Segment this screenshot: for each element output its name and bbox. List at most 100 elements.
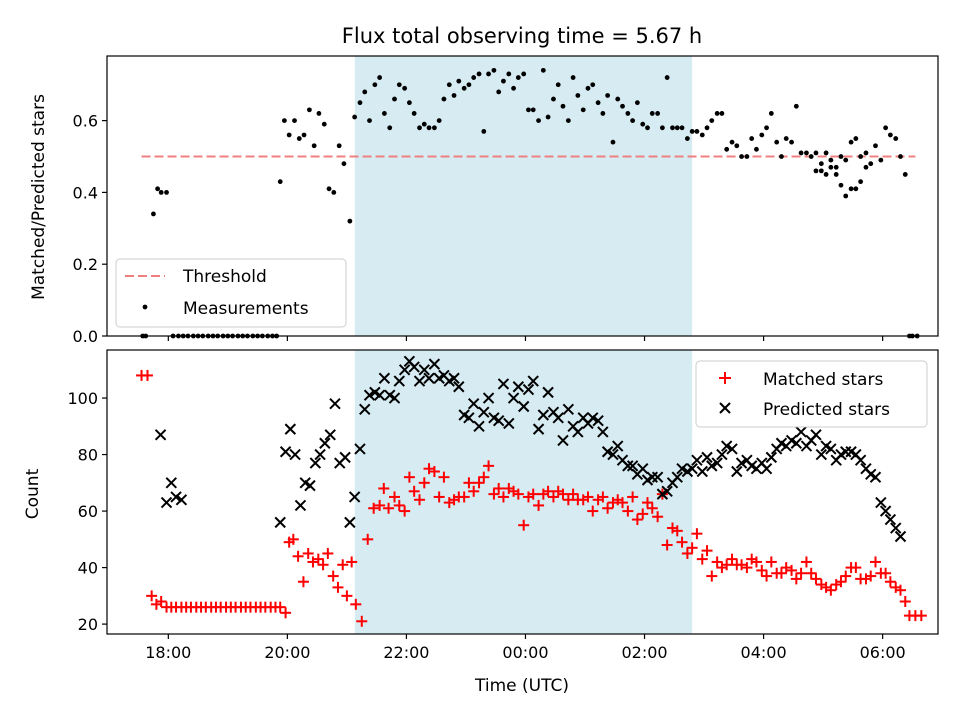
predicted-point bbox=[671, 471, 683, 483]
predicted-point bbox=[522, 383, 535, 396]
measurement-point bbox=[634, 100, 640, 106]
measurement-point bbox=[367, 118, 372, 124]
predicted-point bbox=[557, 434, 569, 447]
predicted-point bbox=[637, 462, 649, 475]
predicted-point bbox=[720, 440, 733, 452]
x-tick-label: 00:00 bbox=[502, 643, 548, 662]
measurement-point bbox=[610, 139, 616, 145]
matched-point bbox=[652, 511, 664, 523]
predicted-point bbox=[344, 516, 356, 529]
matched-point bbox=[458, 491, 470, 503]
matched-point bbox=[840, 570, 852, 582]
predicted-point bbox=[398, 364, 411, 376]
matched-point bbox=[418, 477, 430, 489]
matched-point bbox=[346, 556, 358, 568]
predicted-point bbox=[507, 392, 520, 404]
predicted-point bbox=[597, 426, 609, 438]
measurement-point bbox=[764, 125, 769, 131]
measurement-point bbox=[714, 111, 720, 116]
measurement-point bbox=[729, 139, 735, 145]
predicted-point bbox=[562, 403, 575, 416]
measurement-point bbox=[620, 103, 625, 109]
measurement-point bbox=[426, 125, 432, 131]
predicted-point bbox=[661, 485, 673, 498]
predicted-point bbox=[884, 513, 897, 526]
matched-point bbox=[701, 545, 713, 557]
measurement-point bbox=[585, 85, 591, 91]
measurement-point bbox=[347, 218, 353, 224]
x-axis-label: Time (UTC) bbox=[474, 676, 569, 696]
matched-point bbox=[468, 485, 480, 497]
measurement-point bbox=[565, 118, 571, 124]
matched-point bbox=[146, 590, 158, 602]
predicted-point bbox=[840, 446, 852, 458]
measurement-point bbox=[311, 143, 317, 149]
measurement-point bbox=[151, 211, 156, 217]
measurement-point bbox=[486, 71, 491, 77]
matched-point bbox=[547, 491, 559, 503]
predicted-point bbox=[314, 448, 326, 461]
predicted-point bbox=[289, 448, 301, 461]
measurement-point bbox=[158, 190, 164, 195]
predicted-point bbox=[354, 443, 366, 455]
measurement-point bbox=[526, 107, 531, 113]
predicted-point bbox=[170, 491, 182, 503]
measurement-point bbox=[286, 132, 292, 138]
measurement-point bbox=[813, 150, 819, 156]
x-tick-label: 18:00 bbox=[145, 643, 191, 662]
measurement-point bbox=[853, 136, 859, 141]
top-panel: 0.0 0.2 0.4 0.6 Matched/Predicted stars Thr… bbox=[29, 55, 939, 346]
measurement-point bbox=[878, 157, 884, 163]
predicted-point bbox=[879, 505, 892, 517]
matched-point bbox=[497, 491, 509, 503]
matched-point bbox=[337, 559, 349, 571]
matched-point bbox=[403, 471, 415, 483]
measurement-point bbox=[396, 82, 402, 88]
top-axes-frame bbox=[106, 55, 939, 337]
matched-point bbox=[899, 596, 911, 608]
matched-point bbox=[389, 491, 401, 503]
predicted-point bbox=[309, 457, 322, 469]
predicted-point bbox=[512, 381, 525, 393]
matched-point bbox=[741, 562, 753, 574]
predicted-point bbox=[622, 460, 634, 472]
measurement-point bbox=[704, 125, 710, 131]
predicted-point bbox=[726, 443, 738, 455]
predicted-point bbox=[478, 406, 490, 418]
matched-point bbox=[691, 528, 703, 540]
predicted-point bbox=[359, 403, 371, 416]
bottom-y-tick-label: 100 bbox=[67, 389, 98, 408]
measurement-point bbox=[595, 100, 601, 106]
measurement-point bbox=[863, 150, 869, 156]
measurement-point bbox=[521, 71, 527, 77]
measurement-point bbox=[575, 93, 581, 98]
measurement-point bbox=[471, 75, 477, 80]
predicted-point bbox=[731, 465, 743, 478]
matched-point bbox=[341, 590, 353, 602]
measurement-point bbox=[381, 111, 387, 116]
legend-predicted-label: Predicted stars bbox=[763, 400, 890, 420]
measurement-point bbox=[853, 186, 859, 192]
measurement-point bbox=[630, 118, 636, 124]
legend-predicted-swatch bbox=[719, 402, 731, 414]
measurement-point bbox=[545, 114, 551, 120]
measurement-point bbox=[491, 67, 497, 73]
measurement-point bbox=[818, 168, 824, 174]
matched-point bbox=[374, 499, 386, 511]
measurement-point bbox=[779, 154, 784, 159]
measurement-point bbox=[506, 71, 512, 77]
predicted-point bbox=[413, 375, 426, 387]
predicted-point bbox=[735, 457, 748, 469]
measurement-point bbox=[749, 136, 755, 141]
matched-point bbox=[356, 615, 368, 627]
measurement-point bbox=[570, 75, 576, 80]
predicted-point bbox=[373, 389, 386, 401]
matched-point bbox=[750, 556, 762, 568]
measurement-point bbox=[902, 172, 908, 177]
legend-measurements-swatch bbox=[142, 304, 148, 310]
matched-point bbox=[726, 553, 738, 565]
predicted-point bbox=[532, 423, 545, 435]
predicted-point bbox=[869, 471, 882, 483]
bottom-legend: Matched stars Predicted stars bbox=[695, 360, 928, 428]
predicted-point bbox=[854, 454, 867, 466]
